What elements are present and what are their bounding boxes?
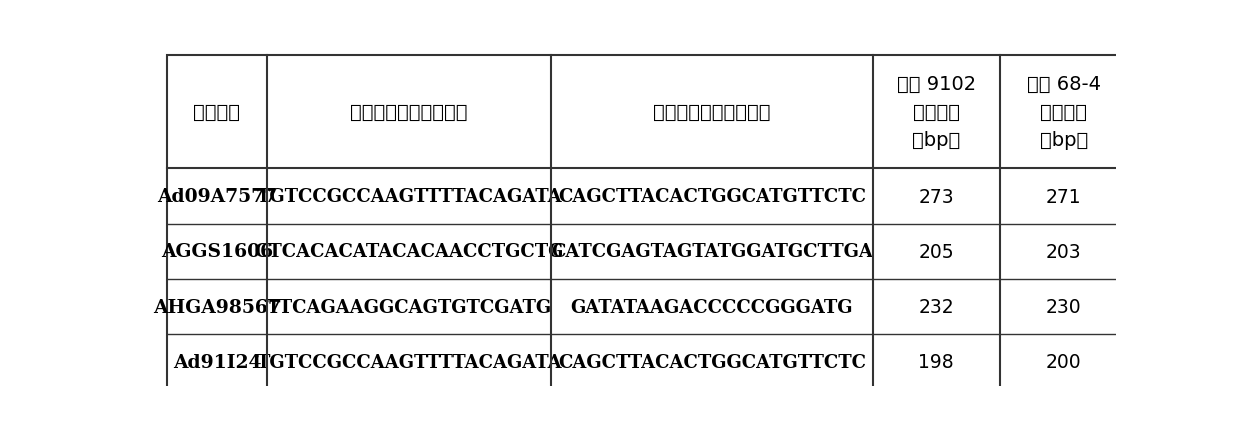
- Text: 232: 232: [919, 297, 954, 316]
- Text: TTCAGAAGGCAGTGTCGATG: TTCAGAAGGCAGTGTCGATG: [267, 298, 552, 316]
- Text: TGTCCGCCAAGTTTTACAGATA: TGTCCGCCAAGTTTTACAGATA: [257, 187, 562, 206]
- Text: 230: 230: [1045, 297, 1081, 316]
- Text: 远杂 9102
扩增片段
（bp）: 远杂 9102 扩增片段 （bp）: [897, 75, 976, 150]
- Text: 198: 198: [919, 352, 954, 372]
- Text: Ad91I24: Ad91I24: [172, 353, 262, 371]
- Text: 上游引物（正向引物）: 上游引物（正向引物）: [351, 103, 467, 122]
- Text: CAGCTTACACTGGCATGTTCTC: CAGCTTACACTGGCATGTTCTC: [558, 187, 866, 206]
- Text: 200: 200: [1045, 352, 1081, 372]
- Text: 273: 273: [919, 187, 954, 206]
- Text: 271: 271: [1045, 187, 1081, 206]
- Text: 分子标记: 分子标记: [193, 103, 241, 122]
- Text: 下游引物（反向引物）: 下游引物（反向引物）: [653, 103, 770, 122]
- Text: Ad09A7577: Ad09A7577: [157, 187, 277, 206]
- Text: CATCGAGTAGTATGGATGCTTGA: CATCGAGTAGTATGGATGCTTGA: [551, 243, 873, 261]
- Text: AHGA98567: AHGA98567: [153, 298, 281, 316]
- Text: 徐州 68-4
扩增片段
（bp）: 徐州 68-4 扩增片段 （bp）: [1027, 75, 1101, 150]
- Text: 203: 203: [1045, 242, 1081, 261]
- Text: TGTCCGCCAAGTTTTACAGATA: TGTCCGCCAAGTTTTACAGATA: [257, 353, 562, 371]
- Text: 205: 205: [919, 242, 954, 261]
- Text: CAGCTTACACTGGCATGTTCTC: CAGCTTACACTGGCATGTTCTC: [558, 353, 866, 371]
- Text: CTCACACATACACAACCTGCTG: CTCACACATACACAACCTGCTG: [254, 243, 564, 261]
- Text: GATATAAGACCCCCGGGATG: GATATAAGACCCCCGGGATG: [570, 298, 853, 316]
- Text: AGGS1606: AGGS1606: [161, 243, 273, 261]
